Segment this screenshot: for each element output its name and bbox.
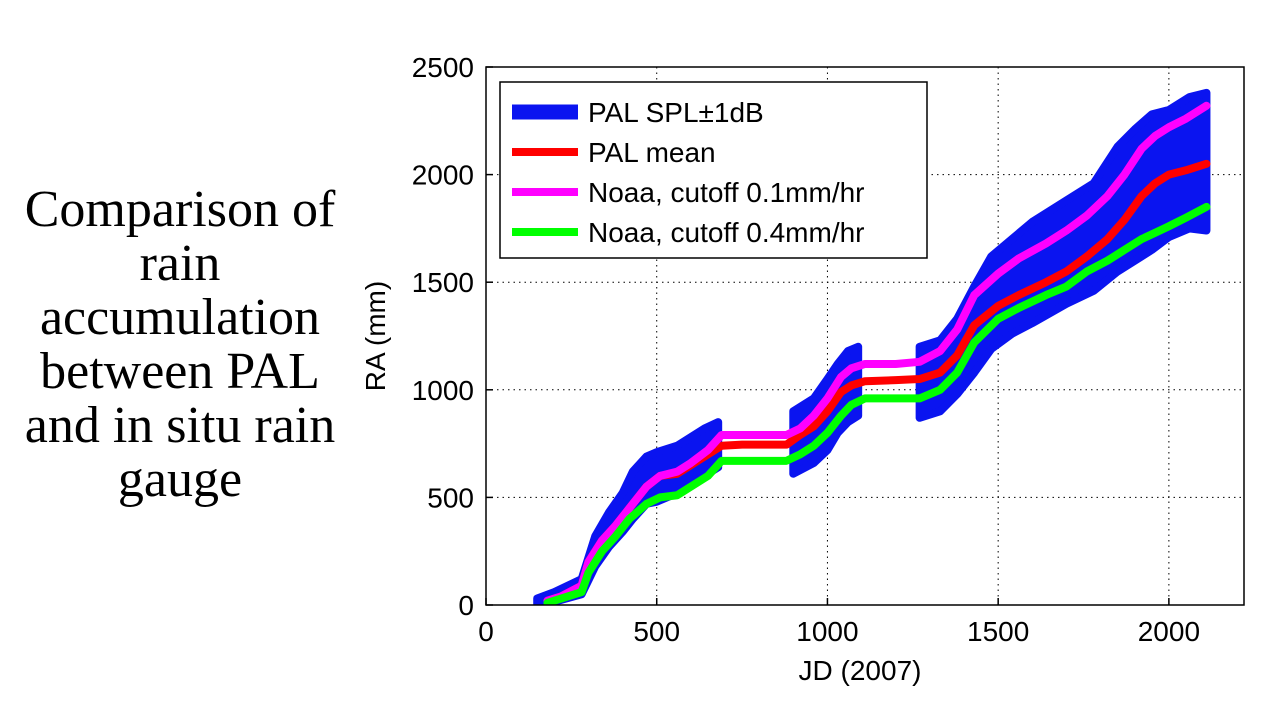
y-tick-label: 2500 xyxy=(412,52,474,83)
band-segment xyxy=(915,88,1211,422)
plot-frame xyxy=(485,66,1245,606)
x-tick-label: 500 xyxy=(633,616,680,647)
x-tick-label: 1000 xyxy=(796,616,858,647)
y-axis-ticks: 0 500 1000 1500 2000 2500 xyxy=(412,52,493,621)
slide-title: Comparison of rain accumulation between … xyxy=(24,181,336,508)
legend-label-noaa-01: Noaa, cutoff 0.1mm/hr xyxy=(588,177,865,208)
series-lines xyxy=(543,101,1211,605)
y-tick-label: 1500 xyxy=(412,267,474,298)
y-tick-label: 1000 xyxy=(412,375,474,406)
x-tick-label: 1500 xyxy=(967,616,1029,647)
x-tick-label: 2000 xyxy=(1138,616,1200,647)
x-tick-label: 0 xyxy=(478,616,494,647)
legend-label-noaa-04: Noaa, cutoff 0.4mm/hr xyxy=(588,217,865,248)
legend-label-pal-mean: PAL mean xyxy=(588,137,716,168)
x-axis-label: JD (2007) xyxy=(799,655,922,686)
noaa-01-line xyxy=(543,101,1211,605)
noaa-04-line xyxy=(543,202,1211,605)
y-axis-label: RA (mm) xyxy=(360,281,391,391)
y-tick-label: 0 xyxy=(458,590,474,621)
y-tick-label: 2000 xyxy=(412,160,474,191)
legend-label-band: PAL SPL±1dB xyxy=(588,97,764,128)
x-axis-ticks: 0 500 1000 1500 2000 xyxy=(478,598,1200,647)
y-tick-label: 500 xyxy=(427,482,474,513)
legend: PAL SPL±1dB PAL mean Noaa, cutoff 0.1mm/… xyxy=(499,81,928,259)
